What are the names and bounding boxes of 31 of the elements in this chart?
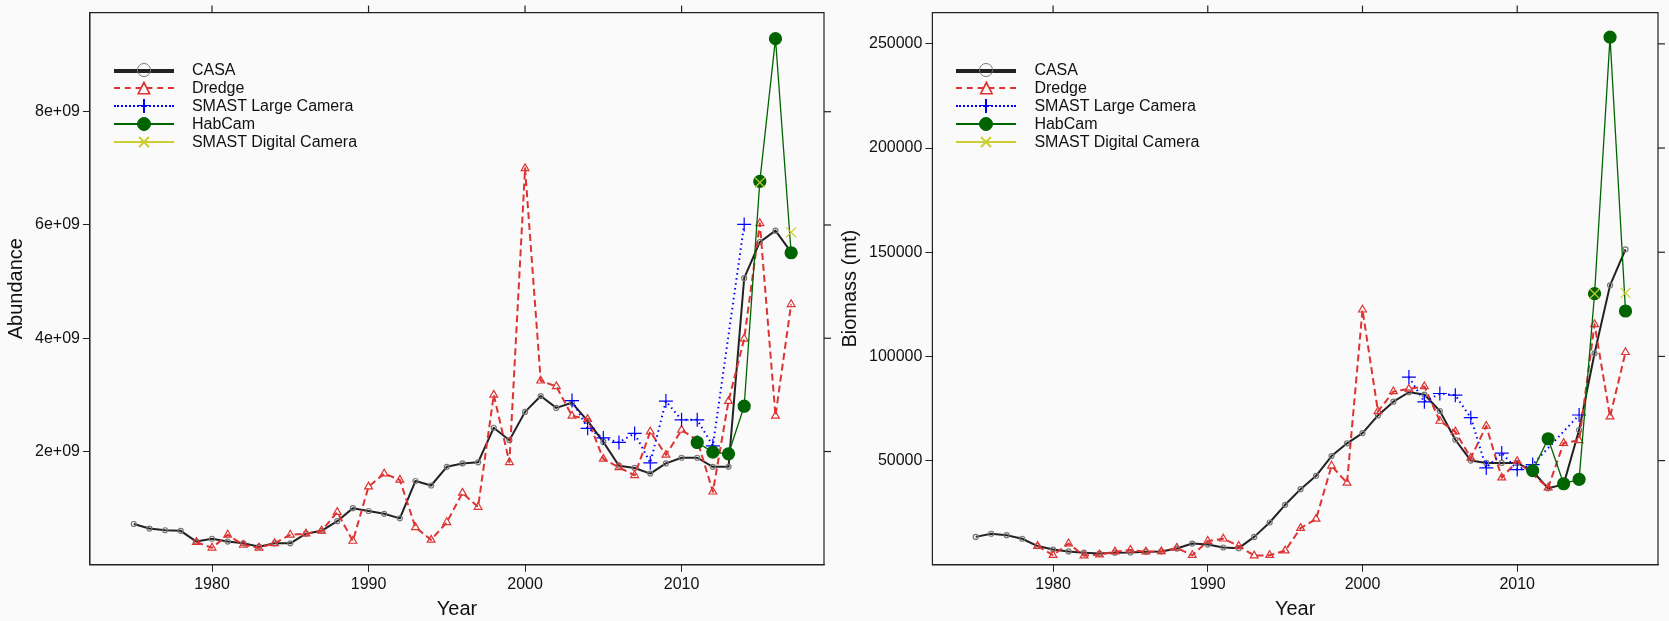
x-tick-label: 2000 [507,574,543,592]
legend-label: Dredge [1034,78,1087,97]
y-tick-label: 4e+09 [35,328,81,346]
x-tick-label: 2000 [1344,574,1381,592]
legend-label: HabCam [191,114,256,133]
x-axis-title: Year [436,596,478,619]
x-tick-label: 2010 [663,574,700,592]
x-tick-label: 1980 [1035,574,1071,592]
y-tick-label: 8e+09 [35,102,81,120]
y-tick-label: 250000 [869,34,923,52]
legend-label: SMAST Digital Camera [1034,132,1200,151]
y-tick-label: 150000 [869,242,923,260]
legend-label: Dredge [191,78,245,97]
legend-label: CASA [191,60,236,79]
y-tick-label: 50000 [877,451,923,469]
x-tick-label: 1990 [1189,574,1226,592]
y-tick-label: 6e+09 [35,215,81,233]
legend-label: SMAST Large Camera [1034,96,1196,115]
x-axis-title: Year [1274,596,1316,619]
y-axis-title: Biomass (mt) [837,229,860,348]
y-tick-label: 200000 [869,138,923,156]
y-tick-label: 2e+09 [35,441,81,459]
legend-label: SMAST Large Camera [191,96,354,115]
x-tick-label: 1980 [194,574,230,592]
legend-label: HabCam [1034,114,1098,133]
y-axis-title: Abundance [3,238,26,340]
y-tick-label: 100000 [869,346,923,364]
legend-label: CASA [1034,60,1078,79]
x-tick-label: 2010 [1499,574,1536,592]
x-tick-label: 1990 [350,574,387,592]
legend-label: SMAST Digital Camera [191,132,358,151]
